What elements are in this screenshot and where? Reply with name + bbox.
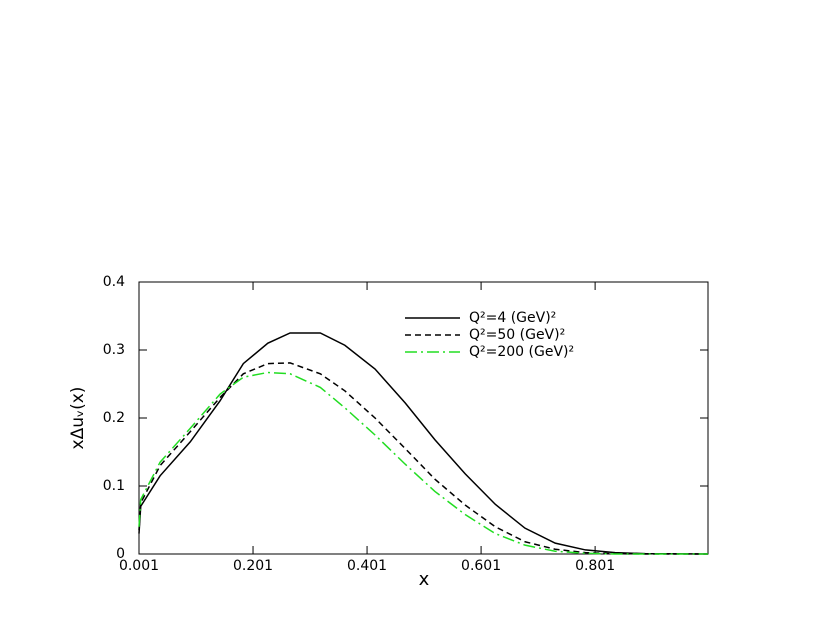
y-axis-label: xΔuᵥ(x) xyxy=(68,387,88,450)
plot-frame xyxy=(138,281,709,555)
legend-label: Q²=4 (GeV)² xyxy=(469,310,556,326)
y-tick-label: 0 xyxy=(116,546,125,562)
series-line xyxy=(138,371,708,555)
legend-label: Q²=200 (GeV)² xyxy=(469,344,574,360)
x-tick-label: 0.401 xyxy=(347,558,387,574)
y-tick-label: 0.2 xyxy=(103,410,125,426)
x-tick-label: 0.601 xyxy=(461,558,501,574)
legend-label: Q²=50 (GeV)² xyxy=(469,327,565,343)
x-axis-label: x xyxy=(419,569,430,590)
x-tick-label: 0.201 xyxy=(233,558,273,574)
y-tick-label: 0.1 xyxy=(103,478,125,494)
y-tick-label: 0.3 xyxy=(103,342,125,358)
series-line xyxy=(138,332,709,555)
y-tick-label: 0.4 xyxy=(103,274,125,290)
series-line xyxy=(138,362,708,555)
x-tick-label: 0.001 xyxy=(119,558,159,574)
x-tick-label: 0.801 xyxy=(575,558,615,574)
